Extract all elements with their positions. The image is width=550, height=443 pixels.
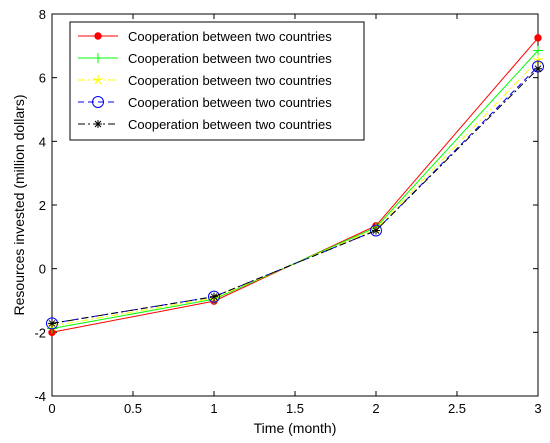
marker-asterisk — [534, 64, 542, 73]
marker-circle — [46, 317, 58, 330]
marker-dot — [534, 34, 542, 42]
marker-plus — [93, 53, 103, 63]
series-line — [51, 68, 539, 324]
y-tick-label: 6 — [39, 71, 46, 86]
y-tick-label: 4 — [39, 134, 46, 149]
x-tick-label: 3 — [534, 401, 541, 416]
series-layer — [46, 34, 544, 337]
legend-entry: Cooperation between two countries — [78, 51, 332, 66]
x-tick-label: 1 — [210, 401, 217, 416]
legend-label: Cooperation between two countries — [128, 95, 332, 110]
marker-star — [93, 75, 103, 85]
legend-entry: Cooperation between two countries — [78, 117, 332, 132]
legend-box — [69, 21, 365, 141]
legend-label: Cooperation between two countries — [128, 29, 332, 44]
legend: Cooperation between two countries Coopera… — [69, 21, 365, 141]
marker-circle — [370, 224, 382, 237]
y-axis: -4 -2 0 2 4 6 8 — [34, 7, 538, 404]
legend-label: Cooperation between two countries — [128, 73, 332, 88]
x-tick-label: 2.5 — [448, 401, 466, 416]
y-tick-label: -2 — [34, 325, 46, 340]
y-tick-label: 0 — [39, 262, 46, 277]
legend-entry: Cooperation between two countries — [78, 29, 332, 44]
series-5 — [48, 64, 542, 328]
x-tick-label: 0 — [48, 401, 55, 416]
y-tick-label: 2 — [39, 198, 46, 213]
marker-asterisk — [210, 292, 218, 301]
legend-label: Cooperation between two countries — [128, 117, 332, 132]
y-tick-label: -4 — [34, 389, 46, 404]
x-axis: 0 0.5 1 1.5 2 2.5 3 — [48, 14, 542, 416]
legend-entry: Cooperation between two countries — [78, 73, 332, 88]
y-tick-label: 8 — [39, 7, 46, 22]
legend-entry: Cooperation between two countries — [78, 95, 332, 110]
marker-circle — [208, 290, 220, 303]
marker-asterisk — [94, 120, 102, 128]
x-axis-label: Time (month) — [254, 420, 337, 436]
x-tick-label: 0.5 — [124, 401, 142, 416]
marker-plus — [533, 45, 543, 56]
x-tick-label: 1.5 — [286, 401, 304, 416]
legend-label: Cooperation between two countries — [128, 51, 332, 66]
x-tick-label: 2 — [372, 401, 379, 416]
y-axis-label: Resources invested (million dollars) — [11, 95, 27, 316]
marker-circle — [92, 96, 104, 108]
marker-dot — [94, 32, 102, 40]
marker-asterisk — [48, 319, 56, 328]
marker-asterisk — [372, 226, 380, 235]
